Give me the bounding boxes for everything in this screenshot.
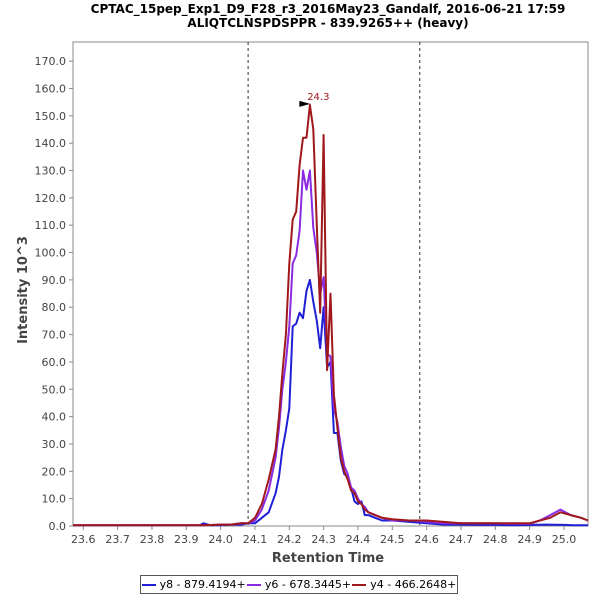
- legend-item-y4: y4 - 466.2648+: [352, 578, 456, 591]
- legend-label-y6: y6 - 678.3445+: [264, 578, 352, 591]
- legend-item-y8: y8 - 879.4194+: [141, 578, 246, 591]
- plot-area: [72, 41, 589, 527]
- legend-label-y8: y8 - 879.4194+: [159, 578, 246, 591]
- x-tick-label: 23.8: [140, 533, 165, 546]
- y-tick-label: 60.0: [42, 356, 67, 369]
- y-tick-label: 170.0: [35, 55, 67, 68]
- x-tick-label: 24.5: [380, 533, 405, 546]
- y-tick-label: 120.0: [35, 192, 67, 205]
- legend-swatch-y6: [246, 583, 261, 586]
- y-tick-label: 80.0: [42, 301, 67, 314]
- x-tick-label: 24.2: [277, 533, 302, 546]
- legend: y8 - 879.4194+ y6 - 678.3445+ y4 - 466.2…: [140, 575, 458, 594]
- y-tick-label: 0.0: [49, 520, 67, 533]
- x-tick-label: 24.7: [449, 533, 474, 546]
- chart-subtitle: ALIQTCLNSPDSPPR - 839.9265++ (heavy): [187, 16, 468, 30]
- y-tick-label: 40.0: [42, 411, 67, 424]
- x-tick-label: 24.9: [517, 533, 542, 546]
- legend-item-y6: y6 - 678.3445+: [246, 578, 352, 591]
- y-tick-label: 90.0: [42, 274, 67, 287]
- x-tick-label: 23.7: [105, 533, 130, 546]
- peak-retention-label: 24.3: [307, 92, 329, 103]
- chart-title: CPTAC_15pep_Exp1_D9_F28_r3_2016May23_Gan…: [91, 2, 566, 17]
- x-tick-label: 24.4: [346, 533, 371, 546]
- x-tick-label: 24.6: [414, 533, 439, 546]
- x-tick-label: 23.9: [174, 533, 199, 546]
- y-tick-label: 160.0: [35, 82, 67, 95]
- y-axis-label: Intensity 10^3: [16, 236, 31, 344]
- y-tick-label: 30.0: [42, 438, 67, 451]
- y-tick-label: 20.0: [42, 465, 67, 478]
- x-tick-label: 25.0: [552, 533, 577, 546]
- y-tick-label: 140.0: [35, 137, 67, 150]
- legend-swatch-y4: [352, 583, 367, 586]
- y-tick-label: 130.0: [35, 165, 67, 178]
- x-axis-label: Retention Time: [272, 551, 384, 566]
- x-tick-label: 24.8: [483, 533, 508, 546]
- legend-label-y4: y4 - 466.2648+: [370, 578, 457, 591]
- y-tick-label: 10.0: [42, 493, 67, 506]
- y-tick-label: 70.0: [42, 329, 67, 342]
- y-tick-label: 150.0: [35, 110, 67, 123]
- series-line-y4: [73, 103, 589, 527]
- x-tick-label: 24.3: [311, 533, 336, 546]
- peak-marker-arrow: [299, 100, 311, 107]
- x-tick-label: 24.0: [208, 533, 233, 546]
- x-tick-label: 24.1: [243, 533, 268, 546]
- legend-swatch-y8: [141, 583, 156, 586]
- y-tick-label: 100.0: [35, 247, 67, 260]
- y-tick-label: 50.0: [42, 383, 67, 396]
- y-tick-label: 110.0: [35, 219, 67, 232]
- x-tick-label: 23.6: [71, 533, 96, 546]
